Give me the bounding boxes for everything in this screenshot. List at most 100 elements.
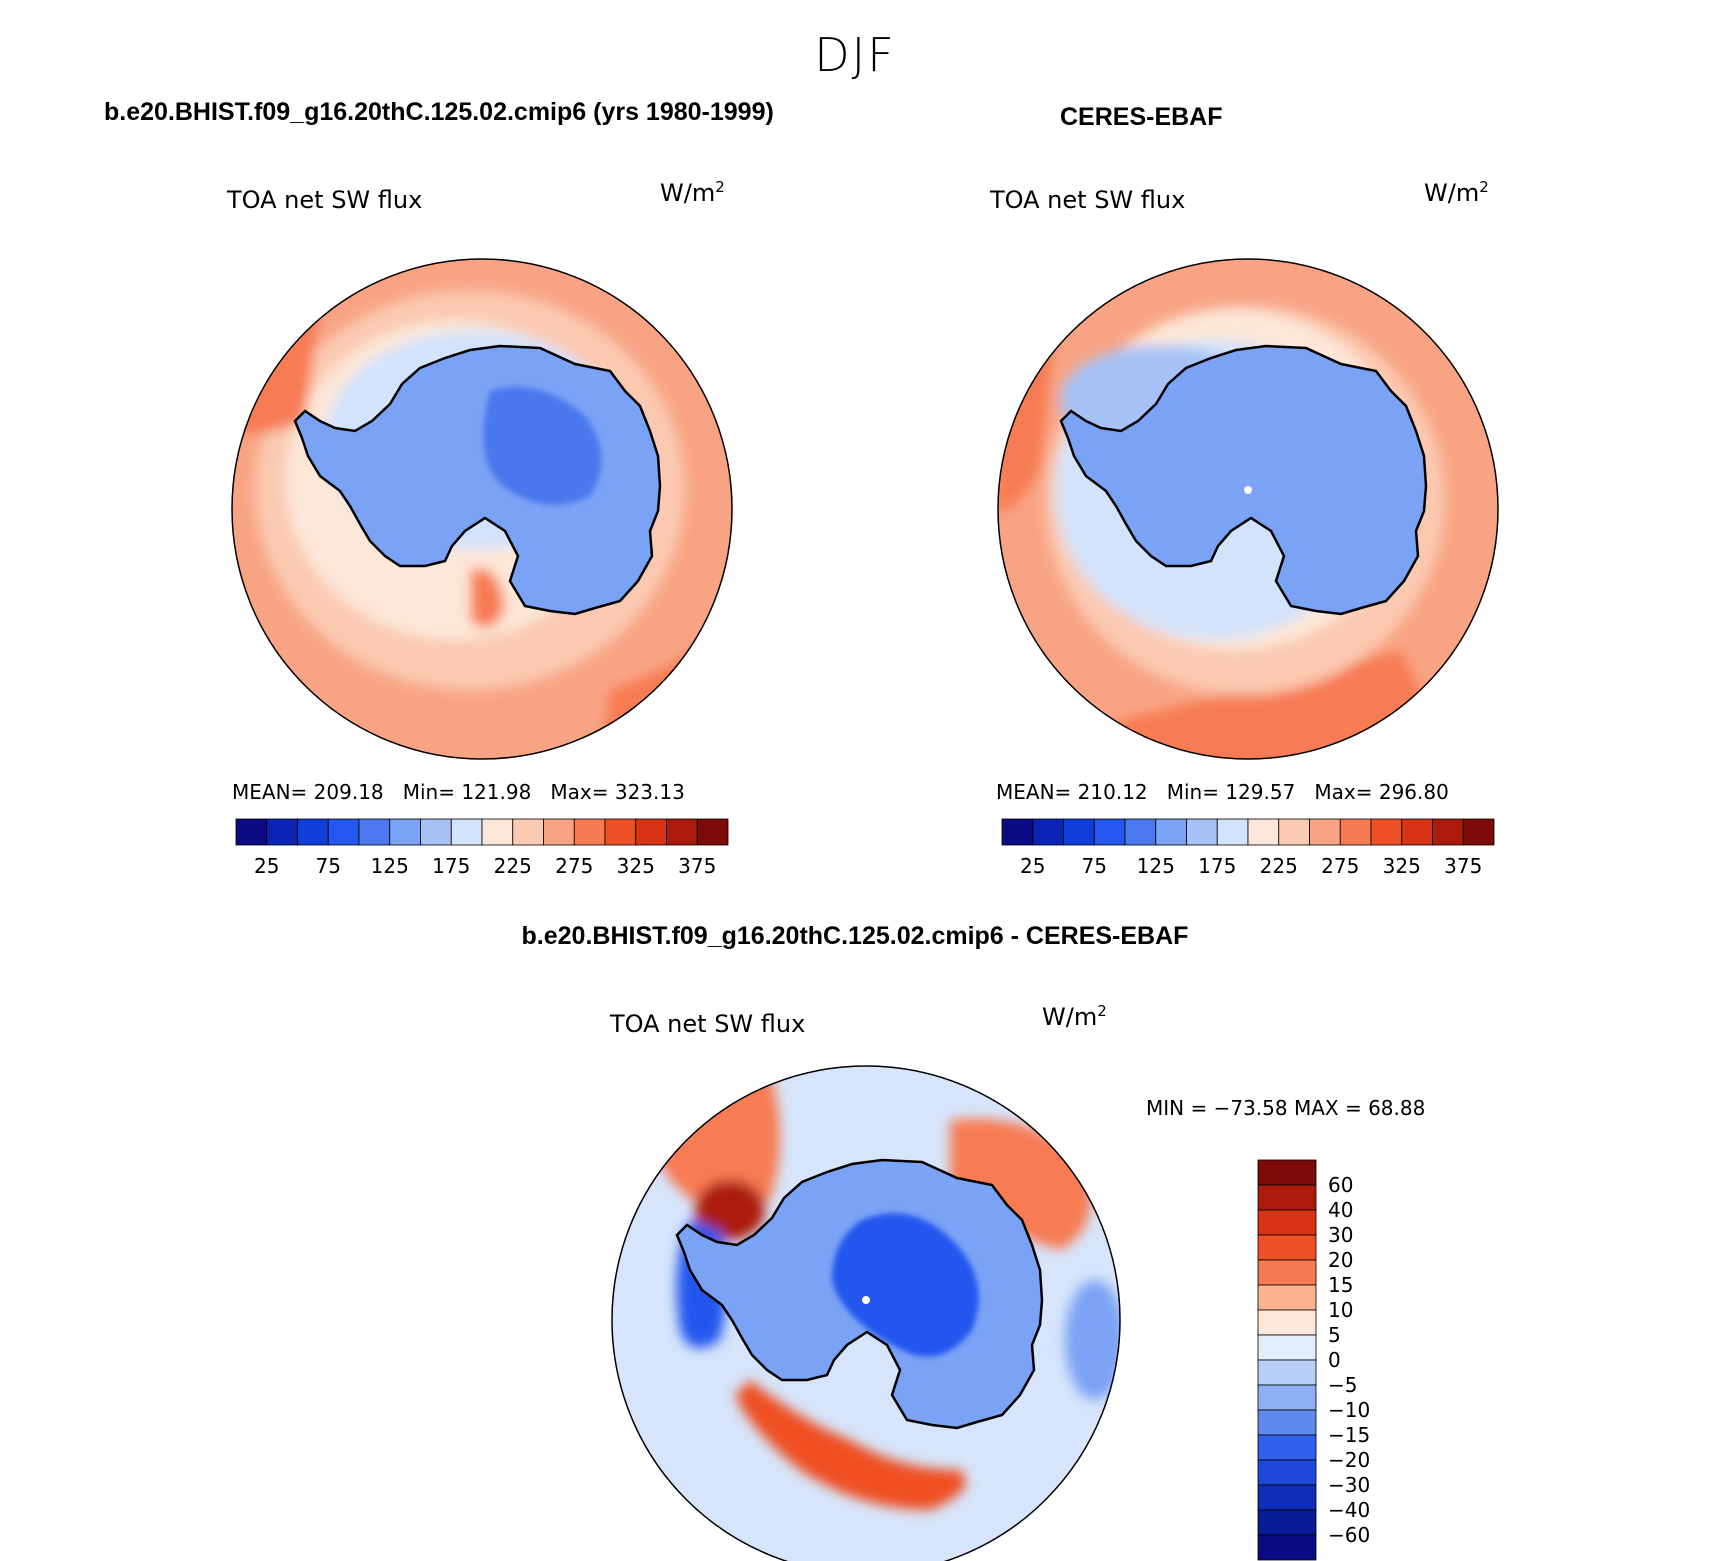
- obs-colorbar-tick-label: 275: [1321, 854, 1359, 878]
- model-units-label: W/m2: [660, 178, 725, 207]
- diff-hot-nw: [695, 1180, 765, 1240]
- diff-colorbar-tick-label: −20: [1328, 1448, 1370, 1472]
- model-max: 323.13: [614, 780, 685, 804]
- model-colorbar-swatch: [450, 818, 483, 846]
- obs-pole-marker: [1244, 486, 1252, 494]
- model-colorbar-swatch: [635, 818, 667, 846]
- obs-colorbar-tick-label: 175: [1198, 854, 1236, 878]
- obs-colorbar: 25 75 125 175 225 275 325 375: [1001, 818, 1495, 878]
- obs-stats: MEAN= 210.12 Min= 129.57 Max= 296.80: [996, 780, 1449, 804]
- model-colorbar-swatch: [481, 818, 514, 846]
- diff-colorbar-tick-label: −30: [1328, 1473, 1370, 1497]
- model-colorbar-swatch: [666, 818, 698, 846]
- model-colorbar-swatch: [696, 818, 729, 846]
- obs-colorbar-swatch: [1001, 818, 1034, 846]
- obs-colorbar-tick-label: 25: [1020, 854, 1045, 878]
- model-colorbar-tick-label: 225: [494, 854, 532, 878]
- model-colorbar-tick-label: 175: [432, 854, 470, 878]
- model-colorbar-swatch: [604, 818, 637, 846]
- model-min: 121.98: [461, 780, 532, 804]
- season-title: DJF: [814, 28, 896, 82]
- diff-colorbar-tick-label: 20: [1328, 1248, 1353, 1272]
- obs-colorbar-tick-label: 75: [1082, 854, 1107, 878]
- diff-minmax: MIN = −73.58 MAX = 68.88: [1146, 1096, 1426, 1120]
- diff-colorbar-tick-label: 30: [1328, 1223, 1353, 1247]
- model-colorbar-tick-label: 375: [678, 854, 716, 878]
- diff-units-label: W/m2: [1042, 1002, 1107, 1031]
- diff-colorbar-swatch: [1257, 1359, 1317, 1386]
- diff-colorbar-tick-label: 60: [1328, 1173, 1353, 1197]
- model-warm-patch-south: [470, 568, 505, 628]
- obs-variable-label: TOA net SW flux: [990, 186, 1186, 214]
- diff-colorbar-swatch: [1257, 1534, 1317, 1561]
- obs-min: 129.57: [1225, 780, 1296, 804]
- diff-colorbar-tick-label: 0: [1328, 1348, 1341, 1372]
- diff-colorbar-tick-label: −15: [1328, 1423, 1370, 1447]
- diff-pole-marker: [862, 1296, 870, 1304]
- model-mean: 209.18: [313, 780, 384, 804]
- diff-colorbar-swatch: [1257, 1184, 1317, 1211]
- obs-colorbar-swatch: [1462, 818, 1495, 846]
- obs-colorbar-swatch: [1093, 818, 1126, 846]
- model-colorbar: 25 75 125 175 225 275 325 375: [235, 818, 729, 878]
- diff-warm-south: [735, 1380, 966, 1510]
- model-colorbar-swatch: [266, 818, 298, 846]
- obs-max: 296.80: [1378, 780, 1449, 804]
- diff-colorbar-swatch: [1257, 1384, 1317, 1411]
- diff-map: [611, 1065, 1121, 1561]
- model-variable-label: TOA net SW flux: [227, 186, 423, 214]
- obs-colorbar-swatch: [1401, 818, 1433, 846]
- model-panel-title: b.e20.BHIST.f09_g16.20thC.125.02.cmip6 (…: [104, 98, 774, 126]
- obs-colorbar-swatch: [1063, 818, 1095, 846]
- diff-colorbar-tick-label: 40: [1328, 1198, 1353, 1222]
- model-colorbar-tick-label: 125: [371, 854, 409, 878]
- diff-colorbar-swatch: [1257, 1409, 1317, 1436]
- obs-colorbar-tick-label: 375: [1444, 854, 1482, 878]
- obs-colorbar-swatch: [1309, 818, 1341, 846]
- model-colorbar-swatch: [573, 818, 606, 846]
- model-colorbar-swatch: [512, 818, 544, 846]
- obs-colorbar-swatch: [1216, 818, 1249, 846]
- model-stats: MEAN= 209.18 Min= 121.98 Max= 323.13: [232, 780, 685, 804]
- diff-colorbar-swatch: [1257, 1284, 1317, 1311]
- diff-cold-east: [1065, 1280, 1120, 1400]
- model-map: [231, 258, 733, 760]
- model-colorbar-swatch: [420, 818, 452, 846]
- diff-colorbar-tick-label: −10: [1328, 1398, 1370, 1422]
- obs-mean: 210.12: [1077, 780, 1148, 804]
- diff-colorbar-swatch: [1257, 1309, 1317, 1336]
- obs-colorbar-tick-label: 325: [1383, 854, 1421, 878]
- diff-colorbar-tick-label: −40: [1328, 1498, 1370, 1522]
- obs-colorbar-swatch: [1155, 818, 1187, 846]
- diff-colorbar-tick-label: 10: [1328, 1298, 1353, 1322]
- diff-colorbar-tick-label: 15: [1328, 1273, 1353, 1297]
- obs-map: [997, 258, 1499, 760]
- model-map-border: [231, 258, 733, 760]
- diff-colorbar-swatch: [1257, 1159, 1317, 1186]
- obs-colorbar-swatch: [1186, 818, 1218, 846]
- diff-variable-label: TOA net SW flux: [610, 1010, 806, 1038]
- model-colorbar-swatch: [235, 818, 268, 846]
- model-colorbar-swatch: [358, 818, 391, 846]
- obs-colorbar-swatch: [1432, 818, 1464, 846]
- model-colorbar-swatch: [389, 818, 421, 846]
- model-colorbar-swatch: [297, 818, 329, 846]
- diff-map-border: [611, 1065, 1121, 1561]
- model-colorbar-swatch: [327, 818, 360, 846]
- model-colorbar-tick-label: 25: [254, 854, 279, 878]
- obs-map-border: [997, 258, 1499, 760]
- diff-colorbar-swatch: [1257, 1484, 1317, 1511]
- diff-colorbar-swatch: [1257, 1509, 1317, 1536]
- model-colorbar-tick-label: 275: [555, 854, 593, 878]
- obs-colorbar-tick-label: 125: [1137, 854, 1175, 878]
- diff-colorbar-swatch: [1257, 1209, 1317, 1236]
- obs-colorbar-swatch: [1278, 818, 1310, 846]
- diff-colorbar-tick-label: −60: [1328, 1523, 1370, 1547]
- diff-colorbar-swatch: [1257, 1334, 1317, 1361]
- model-plateau-low: [483, 386, 602, 505]
- diff-colorbar-tick-label: −5: [1328, 1373, 1357, 1397]
- obs-colorbar-swatch: [1370, 818, 1403, 846]
- diff-colorbar-swatch: [1257, 1234, 1317, 1261]
- obs-colorbar-tick-label: 225: [1260, 854, 1298, 878]
